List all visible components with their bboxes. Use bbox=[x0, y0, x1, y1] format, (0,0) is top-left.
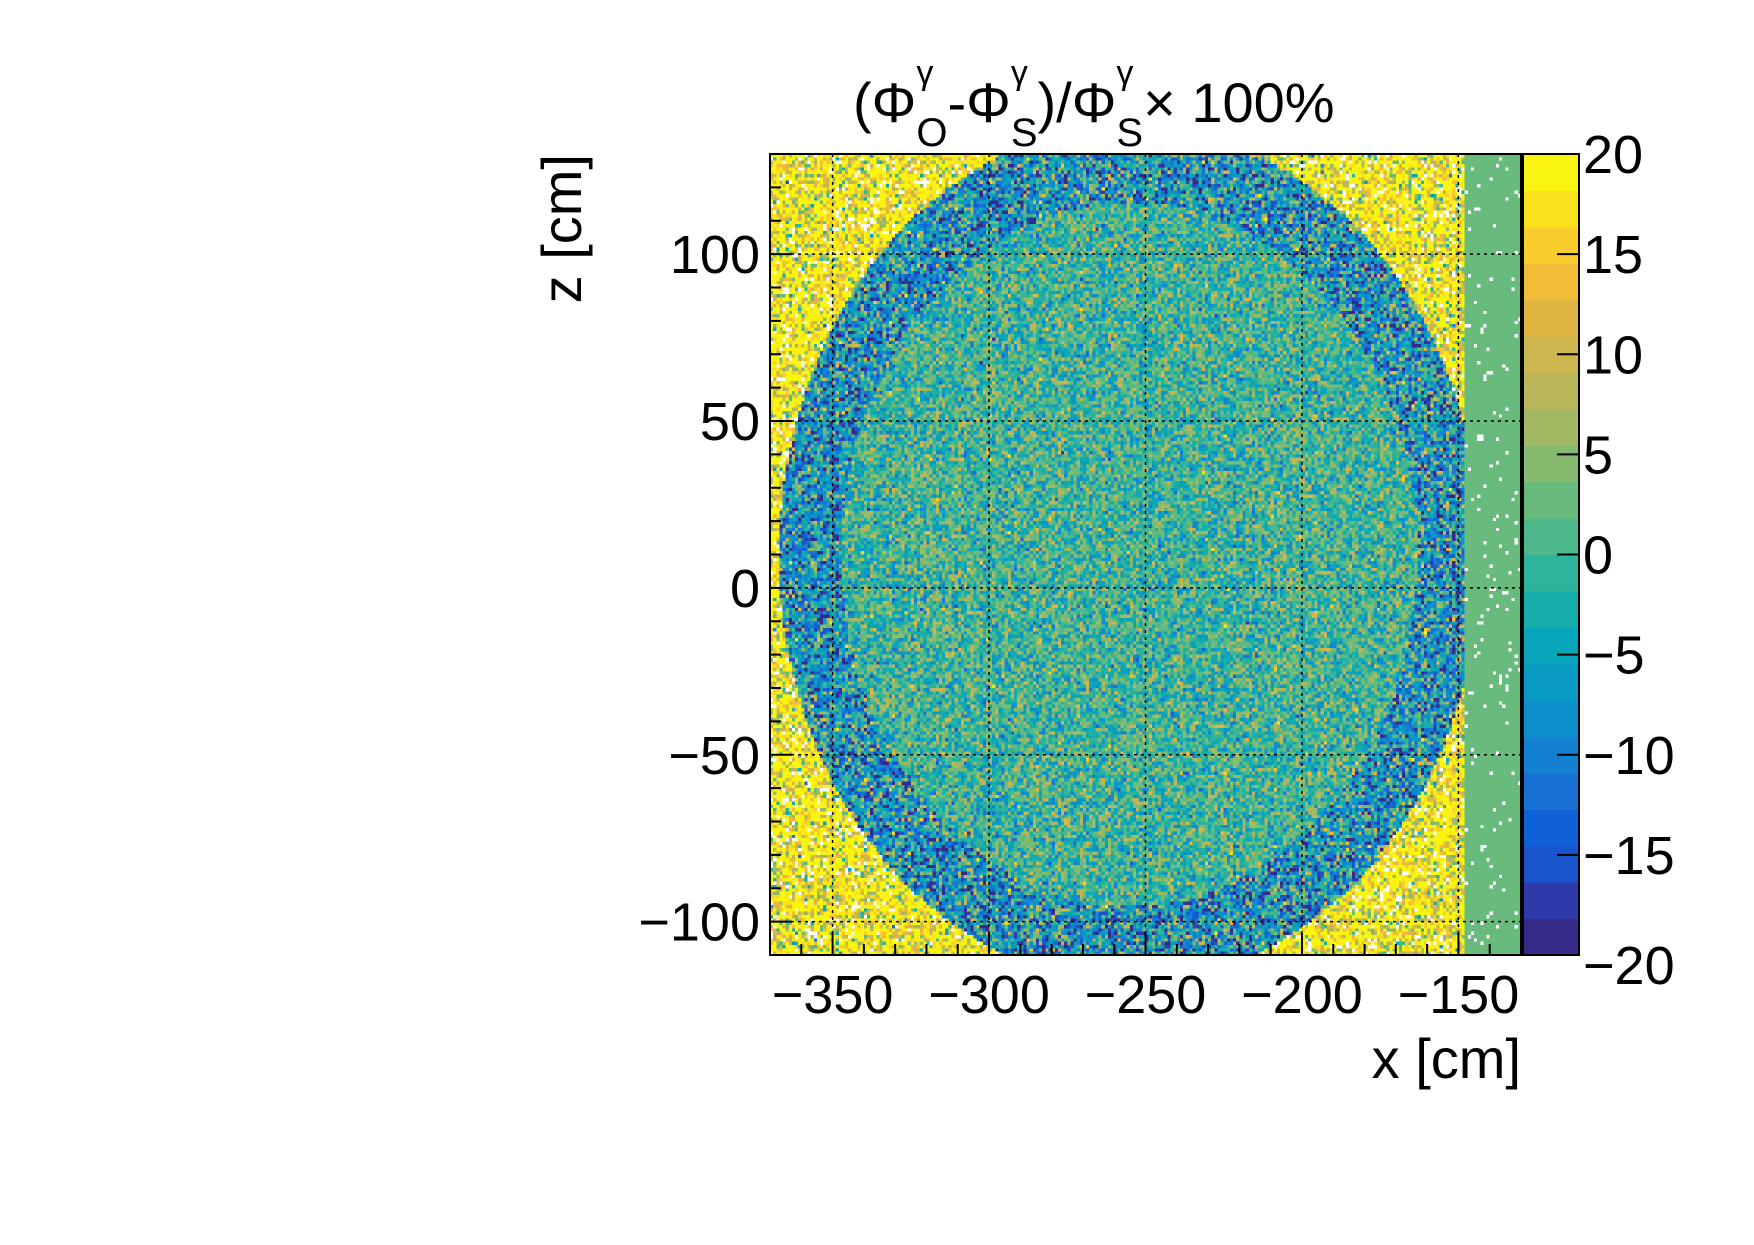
color-scale-swatch bbox=[1523, 408, 1579, 446]
color-scale-swatch bbox=[1523, 772, 1579, 810]
color-scale-axis: −20 −15 −10 −5 0 5 10 15 20 bbox=[1557, 125, 1675, 996]
y-axis: −100 −50 0 50 100 bbox=[638, 153, 792, 956]
color-scale-swatch bbox=[1523, 882, 1579, 920]
z-tick-label: 20 bbox=[1583, 125, 1643, 185]
color-scale-swatch bbox=[1523, 918, 1579, 956]
color-scale-swatch bbox=[1523, 809, 1579, 847]
color-scale-swatch bbox=[1523, 845, 1579, 883]
color-scale-swatch bbox=[1523, 299, 1579, 337]
z-tick-label: −20 bbox=[1583, 936, 1675, 996]
chart-title: (Φγ O-Φγ S)/Φγ S× 100% bbox=[853, 54, 1335, 155]
color-scale-swatch bbox=[1523, 627, 1579, 665]
z-tick-label: 5 bbox=[1583, 425, 1613, 485]
x-axis: −350 −300 −250 −200 −150 bbox=[769, 933, 1522, 1025]
y-tick-label: 0 bbox=[730, 559, 760, 619]
color-scale-swatch bbox=[1523, 445, 1579, 483]
y-tick-label: −100 bbox=[638, 893, 760, 953]
z-tick-label: −10 bbox=[1583, 726, 1675, 786]
color-scale-swatch bbox=[1523, 154, 1579, 191]
color-scale-swatch bbox=[1523, 590, 1579, 628]
z-tick-label: −5 bbox=[1583, 626, 1645, 686]
color-scale-swatch bbox=[1523, 518, 1579, 555]
z-tick-label: 15 bbox=[1583, 225, 1643, 285]
y-tick-label: 100 bbox=[670, 225, 760, 285]
x-tick-label: −250 bbox=[1085, 965, 1207, 1025]
color-scale-swatch bbox=[1523, 226, 1579, 264]
color-scale-swatch bbox=[1523, 372, 1579, 410]
color-scale-swatch bbox=[1523, 554, 1579, 592]
y-axis-label: z [cm] bbox=[530, 154, 593, 303]
z-tick-label: 0 bbox=[1583, 526, 1613, 586]
y-tick-label: 50 bbox=[700, 392, 760, 452]
color-scale-swatch bbox=[1523, 700, 1579, 738]
x-tick-label: −300 bbox=[928, 965, 1050, 1025]
x-tick-label: −350 bbox=[772, 965, 894, 1025]
color-scale-swatch bbox=[1523, 481, 1579, 519]
x-axis-label: x [cm] bbox=[1372, 1027, 1521, 1090]
x-tick-label: −200 bbox=[1241, 965, 1363, 1025]
z-tick-label: −15 bbox=[1583, 826, 1675, 886]
x-tick-label: −150 bbox=[1398, 965, 1520, 1025]
grid-lines bbox=[770, 154, 1521, 955]
color-scale-swatch bbox=[1523, 190, 1579, 228]
z-tick-label: 10 bbox=[1583, 325, 1643, 385]
y-tick-label: −50 bbox=[668, 726, 760, 786]
color-scale-swatch bbox=[1523, 663, 1579, 701]
color-scale bbox=[1523, 154, 1579, 956]
color-scale-swatch bbox=[1523, 263, 1579, 301]
